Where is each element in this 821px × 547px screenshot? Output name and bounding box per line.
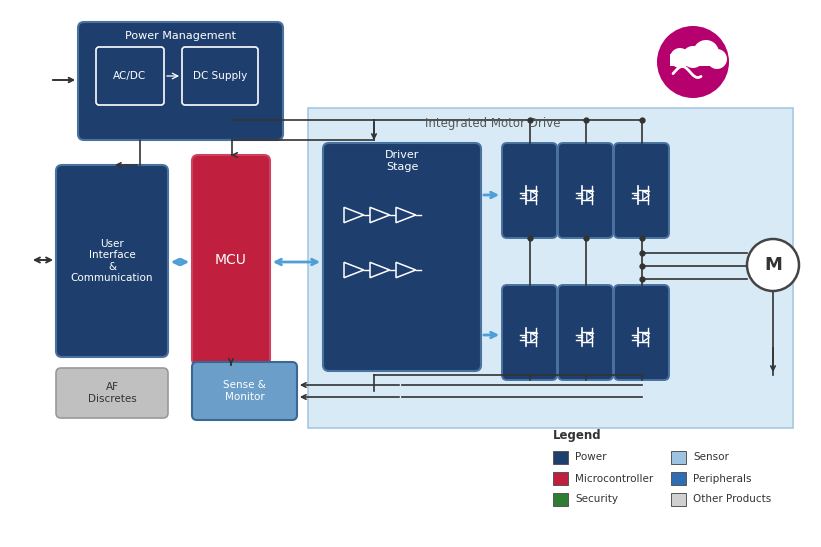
Text: AF
Discretes: AF Discretes [88,382,136,404]
Text: MCU: MCU [215,253,247,267]
FancyBboxPatch shape [56,368,168,418]
Bar [671,451,686,464]
FancyBboxPatch shape [614,143,669,238]
Bar [308,108,793,428]
FancyBboxPatch shape [558,285,613,380]
Text: Microcontroller: Microcontroller [575,474,654,484]
FancyBboxPatch shape [323,143,481,371]
Text: Power Management: Power Management [125,31,236,41]
Text: Legend: Legend [553,428,602,441]
Circle shape [682,46,704,68]
FancyBboxPatch shape [192,155,270,365]
Bar [670,54,720,66]
Text: User
Interface
&
Communication: User Interface & Communication [71,238,154,283]
Circle shape [707,49,727,69]
Text: Sense &
Monitor: Sense & Monitor [223,380,266,402]
FancyBboxPatch shape [192,362,297,420]
FancyBboxPatch shape [78,22,283,140]
FancyBboxPatch shape [56,165,168,357]
Circle shape [693,40,719,66]
FancyBboxPatch shape [502,143,557,238]
Text: Security: Security [575,494,618,504]
Bar [553,493,568,506]
Text: Other Products: Other Products [693,494,771,504]
Text: Peripherals: Peripherals [693,474,751,484]
Circle shape [670,48,690,68]
Text: Sensor: Sensor [693,452,729,463]
Text: M: M [764,256,782,274]
Text: Power: Power [575,452,607,463]
Bar [671,493,686,506]
FancyBboxPatch shape [558,143,613,238]
Circle shape [657,26,729,98]
FancyBboxPatch shape [502,285,557,380]
Text: Driver
Stage: Driver Stage [385,150,420,172]
Text: DC Supply: DC Supply [193,71,247,81]
FancyBboxPatch shape [614,285,669,380]
Bar [553,472,568,485]
Text: Integrated Motor Drive: Integrated Motor Drive [425,118,561,131]
Bar [553,451,568,464]
Text: AC/DC: AC/DC [113,71,147,81]
Bar [671,472,686,485]
Circle shape [747,239,799,291]
